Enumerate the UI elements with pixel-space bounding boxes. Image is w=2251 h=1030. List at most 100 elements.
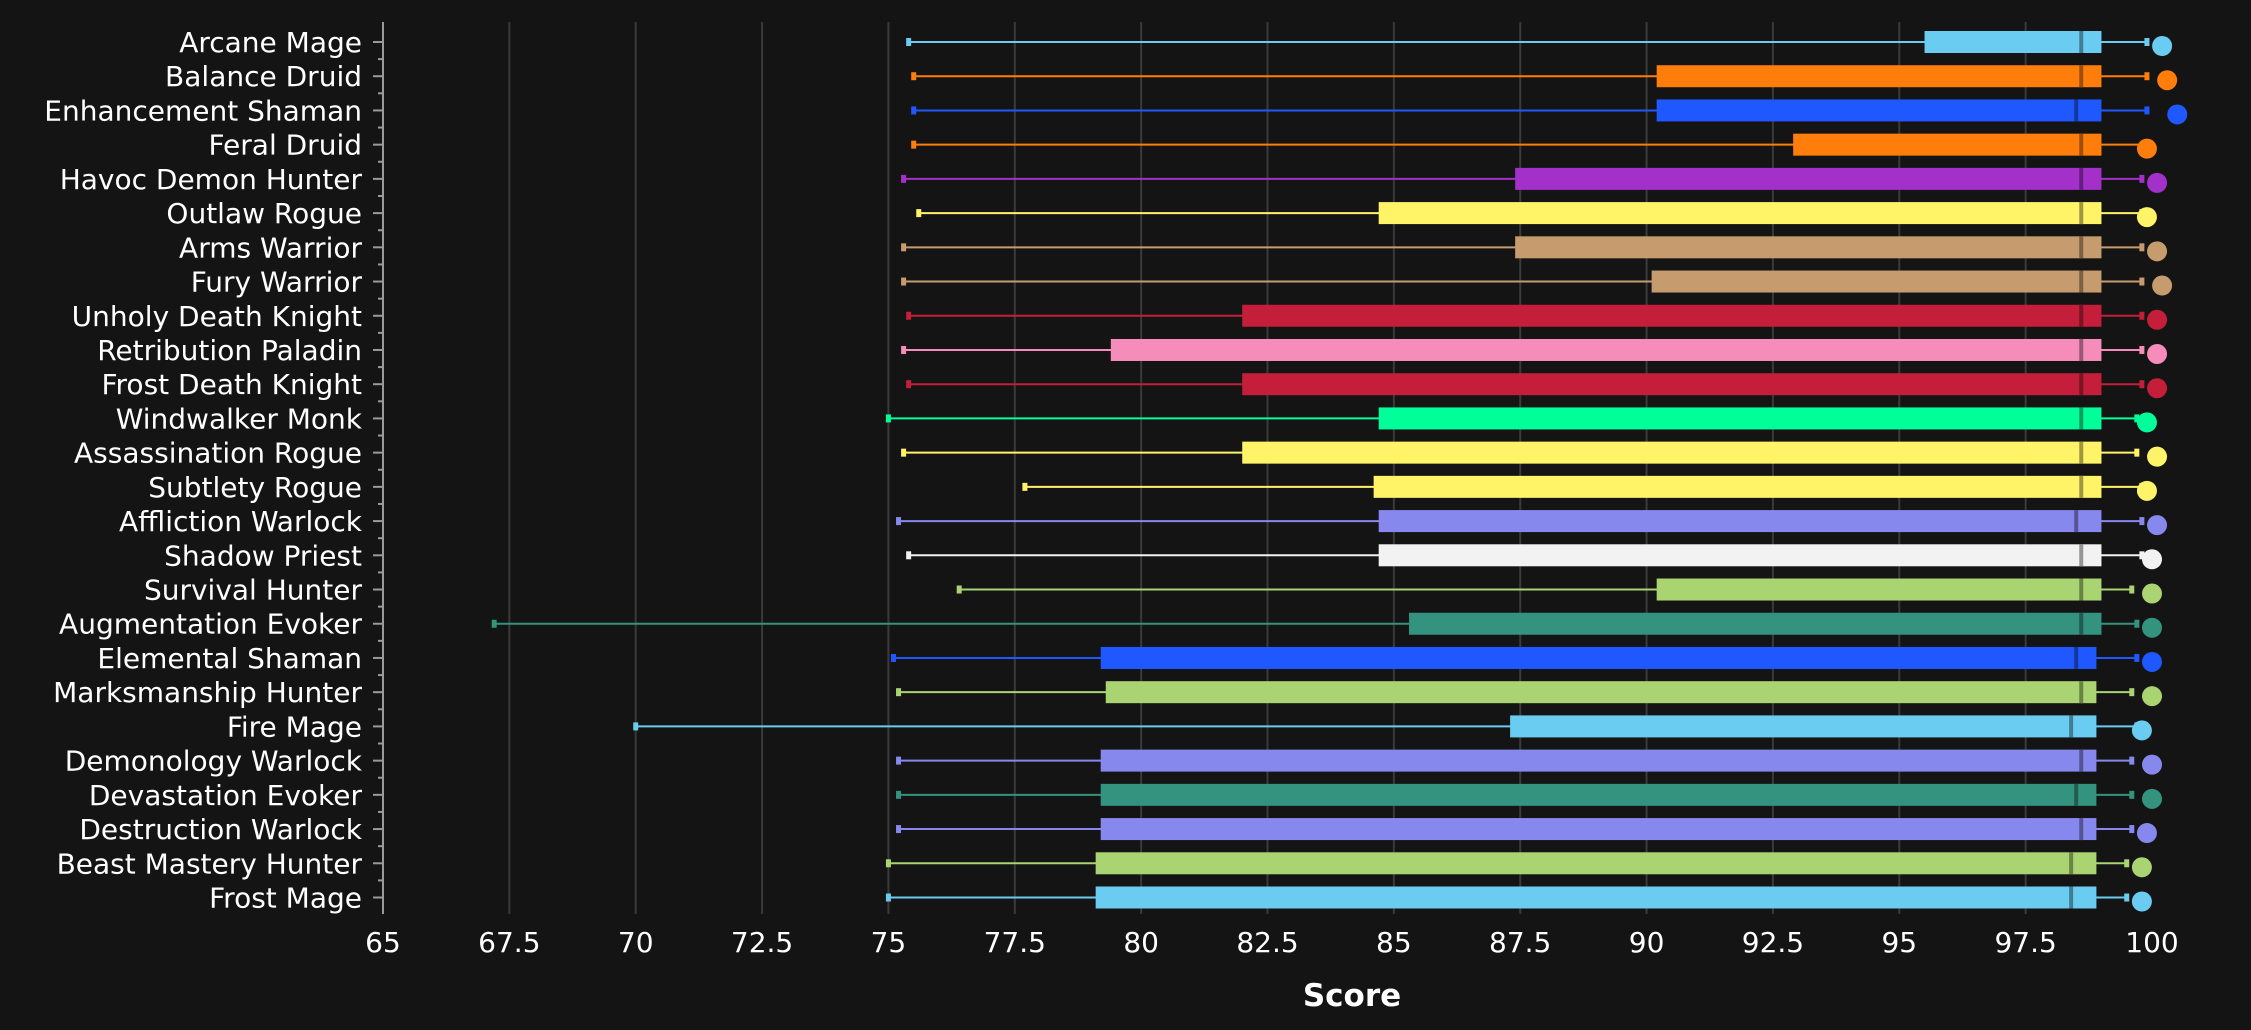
- box-row: [633, 715, 2152, 741]
- marker-dot: [2152, 275, 2173, 296]
- category-label: Balance Druid: [165, 60, 362, 93]
- box-row: [916, 202, 2157, 228]
- marker-dot: [2147, 343, 2168, 364]
- whisker-min-cap: [911, 106, 917, 115]
- x-tick-label: 70: [618, 926, 654, 959]
- box-row: [906, 304, 2168, 330]
- iqr-box: [1515, 167, 2102, 190]
- category-label: Shadow Priest: [164, 539, 362, 572]
- whisker-min-cap: [901, 277, 907, 286]
- x-tick-label: 77.5: [984, 926, 1046, 959]
- box-row: [911, 99, 2188, 125]
- whisker-min-cap: [911, 140, 917, 149]
- category-label: Outlaw Rogue: [166, 197, 362, 230]
- iqr-box: [1100, 783, 2097, 806]
- category-label: Arcane Mage: [179, 26, 362, 59]
- whisker-min-cap: [956, 585, 962, 594]
- whisker-max-cap: [2139, 277, 2145, 286]
- whisker-min-cap: [901, 448, 907, 457]
- box-row: [906, 31, 2173, 56]
- x-tick-label: 100: [2125, 926, 2178, 959]
- category-label: Affliction Warlock: [119, 505, 363, 538]
- category-label: Frost Mage: [209, 882, 362, 915]
- marker-dot: [2136, 823, 2157, 844]
- category-label: Elemental Shaman: [97, 642, 362, 675]
- box-row: [901, 441, 2168, 467]
- whisker-min-cap: [896, 825, 902, 834]
- x-tick-label: 80: [1123, 926, 1159, 959]
- category-label: Frost Death Knight: [101, 368, 362, 401]
- marker-dot: [2142, 549, 2162, 570]
- iqr-box: [1793, 133, 2102, 156]
- marker-dot: [2136, 138, 2157, 159]
- box-row: [956, 578, 2162, 604]
- whisker-max-cap: [2144, 106, 2150, 115]
- category-label: Unholy Death Knight: [72, 300, 362, 333]
- whisker-max-cap: [2139, 243, 2145, 252]
- whisker-max-cap: [2129, 688, 2135, 697]
- box-row: [911, 65, 2178, 91]
- x-tick-label: 95: [1881, 926, 1917, 959]
- iqr-box: [1409, 612, 2102, 635]
- marker-dot: [2147, 515, 2168, 536]
- whisker-min-cap: [491, 619, 497, 628]
- iqr-box: [1656, 65, 2102, 88]
- marker-dot: [2136, 412, 2157, 433]
- whisker-max-cap: [2139, 551, 2145, 560]
- whisker-max-cap: [2124, 893, 2130, 902]
- box-row: [906, 373, 2168, 399]
- whisker-min-cap: [890, 653, 896, 662]
- whisker-min-cap: [916, 209, 922, 218]
- box-row: [896, 681, 2162, 707]
- iqr-box: [1242, 441, 2102, 464]
- category-label: Assassination Rogue: [74, 437, 362, 470]
- iqr-box: [1378, 202, 2102, 225]
- box-row: [491, 612, 2162, 638]
- marker-dot: [2142, 651, 2162, 672]
- x-axis-title: Score: [1303, 978, 1401, 1014]
- category-label: Retribution Paladin: [97, 334, 362, 367]
- whisker-max-cap: [2139, 380, 2145, 389]
- category-label: Devastation Evoker: [89, 779, 363, 812]
- iqr-box: [1100, 818, 2097, 841]
- marker-dot: [2142, 788, 2162, 809]
- x-tick-labels: 65 67.5 70 72.5 75 77.5 80 82.5 85 87.5 90 92.5 95 97…: [365, 926, 2179, 959]
- whisker-min-cap: [885, 859, 891, 868]
- x-tick-label: 72.5: [731, 926, 793, 959]
- whisker-max-cap: [2124, 859, 2130, 868]
- box-row: [906, 544, 2162, 570]
- whisker-max-cap: [2139, 345, 2145, 354]
- iqr-box: [1242, 373, 2102, 396]
- iqr-box: [1924, 31, 2102, 53]
- marker-dot: [2131, 720, 2152, 741]
- box-row: [901, 236, 2168, 262]
- whisker-min-cap: [896, 517, 902, 526]
- iqr-box: [1378, 407, 2102, 430]
- iqr-box: [1095, 852, 2097, 875]
- marker-dot: [2147, 309, 2168, 330]
- box-row: [911, 133, 2157, 159]
- marker-dot: [2142, 617, 2162, 638]
- box-row: [885, 852, 2152, 878]
- whisker-min-cap: [633, 722, 639, 731]
- x-tick-label: 92.5: [1742, 926, 1804, 959]
- category-label: Destruction Warlock: [79, 813, 362, 846]
- whisker-max-cap: [2139, 174, 2145, 183]
- box-plots: [491, 31, 2188, 912]
- marker-dot: [2142, 754, 2162, 775]
- marker-dot: [2131, 891, 2152, 912]
- x-tick-label: 90: [1629, 926, 1665, 959]
- whisker-max-cap: [2144, 72, 2150, 81]
- category-label: Havoc Demon Hunter: [60, 163, 363, 196]
- iqr-box: [1515, 236, 2102, 259]
- box-row: [885, 407, 2157, 433]
- category-label: Fury Warrior: [191, 266, 363, 299]
- iqr-box: [1378, 510, 2102, 533]
- x-tick-label: 67.5: [478, 926, 540, 959]
- whisker-min-cap: [896, 688, 902, 697]
- category-label: Fire Mage: [227, 710, 362, 743]
- whisker-min-cap: [901, 345, 907, 354]
- whisker-max-cap: [2134, 619, 2140, 628]
- box-row: [896, 818, 2157, 844]
